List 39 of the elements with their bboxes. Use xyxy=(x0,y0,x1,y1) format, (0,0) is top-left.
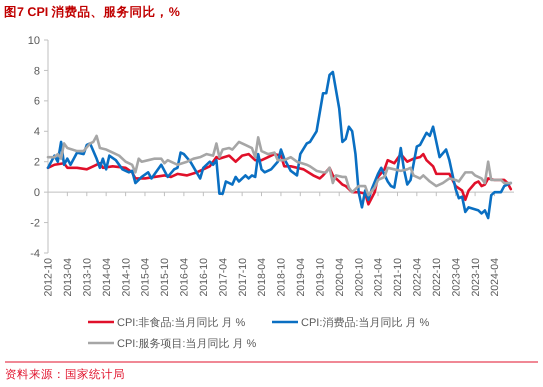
y-tick-label: 6 xyxy=(34,96,40,108)
x-tick-label: 2019-04 xyxy=(294,258,307,297)
x-tick-label: 2015-04 xyxy=(140,258,152,297)
x-tick-label: 2018-10 xyxy=(276,258,288,297)
y-tick-label: 0 xyxy=(34,186,40,199)
y-tick-label: 10 xyxy=(28,34,40,47)
x-tick-label: 2024-04 xyxy=(489,258,502,297)
x-tick-label: 2020-04 xyxy=(334,258,346,297)
x-tick-label: 2020-10 xyxy=(353,258,366,297)
text: 资料来源：国家统计局 xyxy=(5,367,125,381)
x-tick-label: 2013-04 xyxy=(62,258,74,297)
x-tick-label: 2016-04 xyxy=(178,258,191,297)
y-tick-label: -2 xyxy=(30,217,40,230)
y-tick-label: -4 xyxy=(30,248,40,260)
x-tick-label: 2013-10 xyxy=(81,258,94,297)
x-tick-label: 2014-04 xyxy=(100,258,113,297)
y-tick-label: 8 xyxy=(34,65,40,78)
line-series xyxy=(46,134,512,196)
x-tick-label: 2022-10 xyxy=(430,258,443,297)
x-tick-label: 2023-04 xyxy=(450,258,462,297)
x-tick-label: 2017-04 xyxy=(217,258,230,297)
x-tick-label: 2023-10 xyxy=(470,258,482,297)
x-tick-label: 2022-04 xyxy=(412,258,424,297)
x-tick-label: 2014-10 xyxy=(120,258,132,297)
x-tick-label: 2012-10 xyxy=(42,258,55,297)
x-tick-label: 2021-10 xyxy=(392,258,404,297)
legend-label: CPI:非食品:当月同比 月 % xyxy=(117,316,246,329)
x-tick-label: 2015-10 xyxy=(159,258,172,297)
line-series xyxy=(46,70,512,220)
x-tick-label: 2019-10 xyxy=(314,258,326,297)
y-tick-label: 2 xyxy=(34,156,40,169)
x-tick-label: 2016-10 xyxy=(198,258,210,297)
x-tick-label: 2021-04 xyxy=(372,258,385,297)
x-tick-label: 2017-10 xyxy=(236,258,249,297)
x-tick-label: 2018-04 xyxy=(256,258,268,297)
legend-label: CPI:服务项目:当月同比 月 % xyxy=(117,336,257,350)
chart-title: 图7 CPI 消费品、服务同比，% xyxy=(4,5,180,19)
y-tick-label: 4 xyxy=(34,126,40,138)
legend-label: CPI:消费品:当月同比 月 % xyxy=(301,316,430,329)
